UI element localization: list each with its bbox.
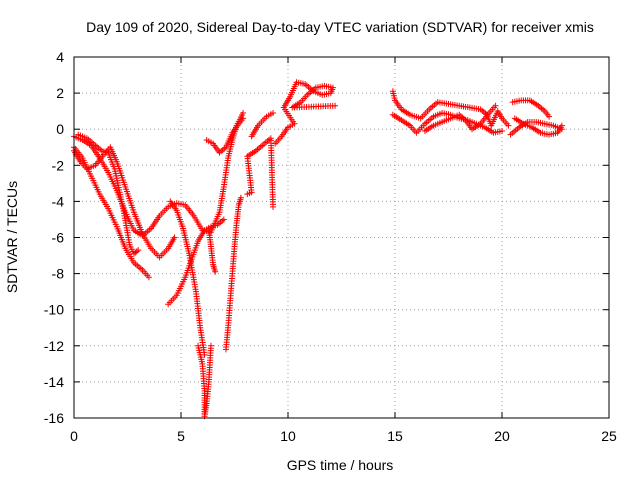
y-tick-label: -12	[44, 338, 64, 354]
y-tick-label: -8	[52, 266, 65, 282]
y-tick-label: -2	[52, 157, 65, 173]
series-track	[511, 115, 565, 138]
y-tick-label: 4	[56, 49, 64, 65]
data-point	[135, 247, 142, 254]
series-track	[71, 144, 178, 261]
data-points	[71, 79, 565, 420]
series-track	[195, 342, 214, 420]
y-tick-label: -6	[52, 230, 65, 246]
data-point	[133, 248, 140, 255]
series-track	[509, 97, 553, 120]
series-track	[222, 194, 244, 353]
series-track	[389, 88, 512, 129]
data-point	[505, 122, 512, 129]
data-point	[212, 268, 219, 275]
plot-frame	[73, 56, 610, 419]
y-tick-label: -4	[52, 193, 65, 209]
x-tick-label: 10	[280, 428, 296, 444]
x-tick-label: 5	[177, 428, 185, 444]
data-point	[332, 102, 339, 109]
series-track	[205, 225, 219, 275]
y-tick-label: -16	[44, 410, 64, 426]
data-point	[546, 113, 553, 120]
axis-ticks: 0 5 10 15 20 25 -16 -14 -12 -10 -8 -6 -4 -2 0 2 4	[44, 49, 617, 444]
data-point	[499, 128, 505, 135]
data-point	[145, 274, 152, 281]
data-point	[492, 102, 499, 109]
data-point	[558, 122, 565, 129]
x-tick-label: 20	[494, 428, 510, 444]
data-point	[237, 194, 244, 201]
series-track	[272, 79, 339, 147]
series-track	[167, 198, 208, 358]
series-track	[71, 109, 247, 239]
chart-title: Day 109 of 2020, Sidereal Day-to-day VTE…	[86, 19, 594, 35]
series-track	[421, 102, 499, 135]
data-point	[171, 234, 178, 241]
x-axis-label: GPS time / hours	[287, 457, 394, 473]
data-point	[207, 342, 214, 349]
x-tick-label: 25	[601, 428, 617, 444]
series-track	[203, 115, 247, 156]
series-track	[75, 131, 142, 257]
y-axis-label: SDTVAR / TECUs	[4, 181, 20, 293]
y-tick-label: -14	[44, 374, 64, 390]
x-tick-label: 15	[387, 428, 403, 444]
y-tick-label: 0	[56, 121, 64, 137]
data-point	[220, 216, 227, 223]
data-point	[270, 203, 277, 210]
data-point	[240, 115, 247, 122]
x-tick-label: 0	[70, 428, 78, 444]
data-point	[270, 109, 277, 116]
data-point	[240, 109, 247, 116]
y-tick-label: 2	[56, 85, 64, 101]
y-tick-label: -10	[44, 302, 64, 318]
series-track	[244, 135, 277, 210]
series-track	[248, 109, 277, 140]
